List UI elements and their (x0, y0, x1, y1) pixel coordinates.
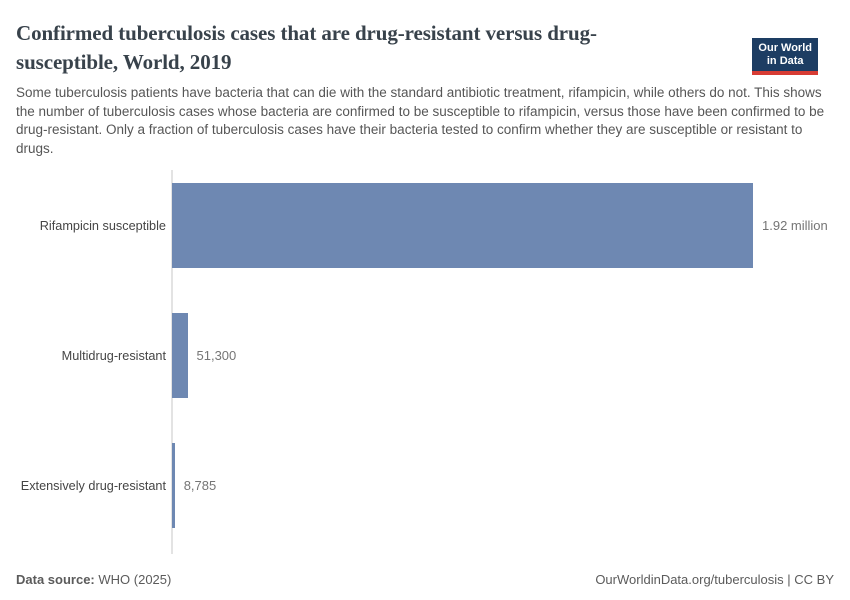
bar-area: 1.92 million (172, 183, 834, 268)
category-label: Extensively drug-resistant (20, 478, 166, 493)
value-label: 1.92 million (762, 218, 828, 233)
bar-area: 8,785 (172, 443, 834, 528)
value-label: 51,300 (196, 348, 237, 363)
chart-row: Rifampicin susceptible 1.92 million (16, 170, 834, 300)
data-source-label: Data source: (16, 572, 95, 587)
category-label: Multidrug-resistant (61, 348, 166, 363)
owid-logo-line2: in Data (766, 55, 804, 67)
owid-logo-line1: Our World (758, 42, 812, 54)
owid-logo: Our World in Data (752, 38, 818, 75)
bar-chart: Rifampicin susceptible 1.92 million Multid… (16, 170, 834, 560)
value-label: 8,785 (183, 478, 217, 493)
data-source: Data source: WHO (2025) (16, 572, 171, 587)
category-label: Rifampicin susceptible (39, 218, 166, 233)
chart-row: Multidrug-resistant 51,300 (16, 300, 834, 430)
data-source-value: WHO (2025) (98, 572, 172, 587)
bar-multidrug-resistant[interactable] (172, 313, 188, 398)
footer-separator: | (783, 572, 795, 587)
attribution: OurWorldinData.org/tuberculosis | CC BY (595, 572, 834, 587)
chart-header: Confirmed tuberculosis cases that are dr… (16, 19, 834, 158)
chart-subtitle: Some tuberculosis patients have bacteria… (16, 85, 825, 156)
bar-rifampicin-susceptible[interactable] (172, 183, 753, 268)
chart-footer: Data source: WHO (2025) OurWorldinData.o… (16, 572, 834, 587)
chart-row: Extensively drug-resistant 8,785 (16, 430, 834, 560)
chart-rows: Rifampicin susceptible 1.92 million Multid… (16, 170, 834, 560)
page-title: Confirmed tuberculosis cases that are dr… (16, 21, 597, 74)
owid-url-link[interactable]: OurWorldinData.org/tuberculosis (595, 572, 784, 587)
license-label: CC BY (794, 572, 834, 587)
bar-area: 51,300 (172, 313, 834, 398)
bar-extensively-drug-resistant[interactable] (172, 443, 175, 528)
